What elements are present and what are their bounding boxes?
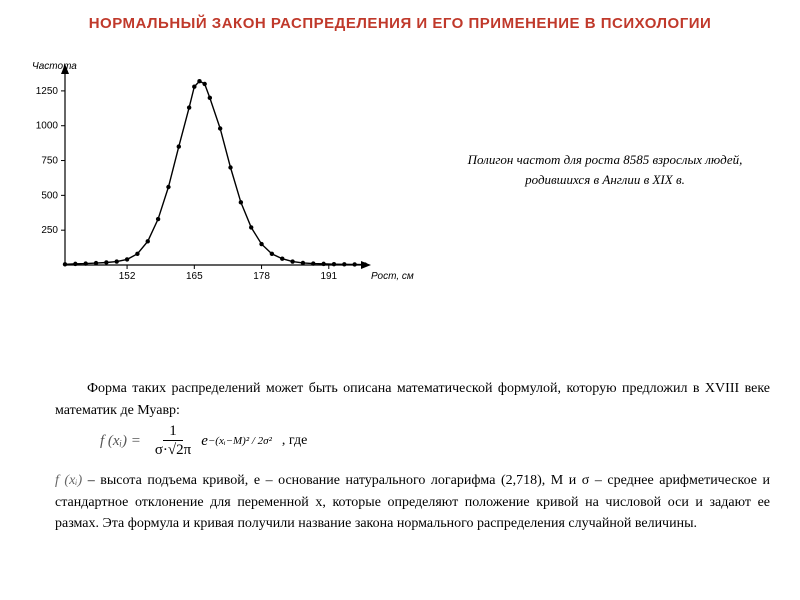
svg-text:250: 250 (41, 225, 58, 236)
caption-line1: Полигон частот для роста 8585 взрослых л… (468, 152, 743, 167)
chart-caption: Полигон частот для роста 8585 взрослых л… (420, 150, 790, 189)
caption-line2: родившихся в Англии в XIX в. (525, 172, 685, 187)
formula-exponent: −(xᵢ−M)² / 2σ² (208, 435, 272, 447)
svg-text:191: 191 (320, 271, 337, 282)
svg-text:Рост, см: Рост, см (371, 271, 414, 282)
chart-svg: 250 500 750 1000 1250 152 165 178 191 Частота Рост… (10, 55, 420, 295)
fx-inline: f (xᵢ) (55, 473, 82, 488)
page-title: НОРМАЛЬНЫЙ ЗАКОН РАСПРЕДЕЛЕНИЯ И ЕГО ПРИ… (0, 0, 800, 40)
paragraph-explanation: f (xᵢ) – высота подъема кривой, e – осно… (55, 470, 770, 535)
frequency-polygon-chart: 250 500 750 1000 1250 152 165 178 191 Частота Рост… (10, 55, 420, 295)
svg-text:1000: 1000 (36, 121, 59, 132)
svg-text:500: 500 (41, 190, 58, 201)
svg-text:165: 165 (186, 271, 203, 282)
paragraph-intro: Форма таких распределений может быть опи… (55, 378, 770, 421)
formula-fraction: 1 σ·√2π (149, 422, 197, 461)
paragraph2-text: – высота подъема кривой, e – основание н… (55, 473, 770, 531)
formula-where: , где (282, 433, 307, 449)
formula-denominator: σ·√2π (149, 441, 197, 461)
formula-numerator: 1 (163, 422, 183, 441)
svg-text:1250: 1250 (36, 86, 59, 97)
formula-lhs: f (xᵢ) = (100, 433, 141, 450)
formula-e: e (201, 433, 208, 450)
svg-text:Частота: Частота (32, 61, 77, 72)
svg-text:178: 178 (253, 271, 270, 282)
svg-text:152: 152 (119, 271, 136, 282)
formula: f (xᵢ) = 1 σ·√2π e −(xᵢ−M)² / 2σ² , где (100, 422, 307, 461)
svg-text:750: 750 (41, 156, 58, 167)
